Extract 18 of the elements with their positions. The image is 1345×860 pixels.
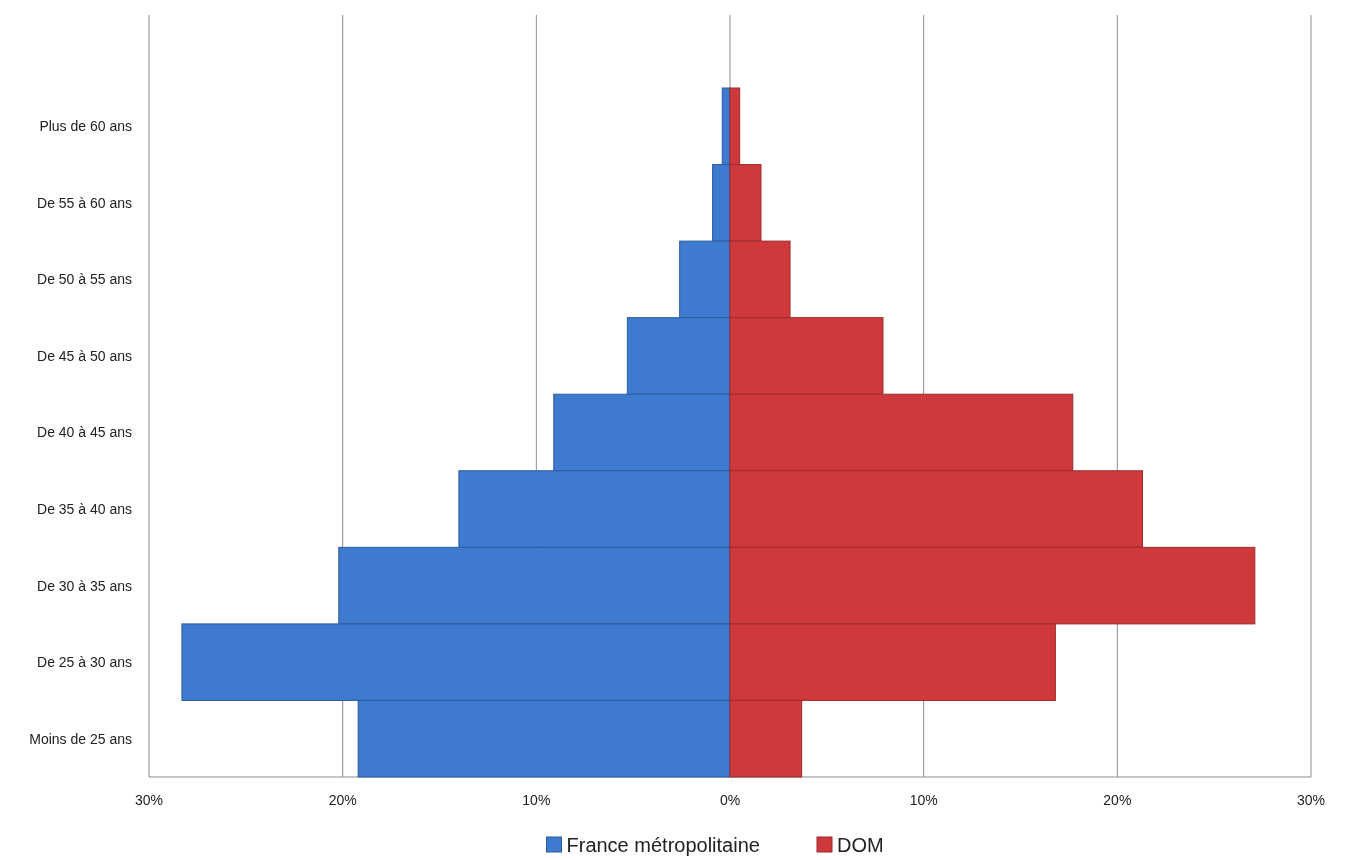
x-tick-label: 30% xyxy=(134,792,164,808)
y-tick-label: De 40 à 45 ans xyxy=(37,424,132,441)
y-tick-label: Plus de 60 ans xyxy=(39,118,132,135)
x-tick-label: 20% xyxy=(328,792,357,808)
y-tick-label: De 30 à 35 ans xyxy=(37,577,132,594)
x-tick-label: 20% xyxy=(1103,792,1132,808)
legend-label: DOM xyxy=(837,834,884,856)
y-tick-label: De 50 à 55 ans xyxy=(37,271,132,288)
x-tick-label: 10% xyxy=(522,792,551,808)
y-tick-label: De 25 à 30 ans xyxy=(37,654,132,671)
legend-label: France métropolitaine xyxy=(566,834,760,856)
x-tick-label: 30% xyxy=(1296,792,1326,808)
x-tick-label: 10% xyxy=(909,792,938,808)
y-tick-label: Moins de 25 ans xyxy=(29,730,132,747)
y-tick-label: De 35 à 40 ans xyxy=(37,500,132,517)
y-tick-label: De 45 à 50 ans xyxy=(37,347,132,364)
x-tick-label: 0% xyxy=(719,792,741,808)
y-tick-label: De 55 à 60 ans xyxy=(37,194,132,211)
